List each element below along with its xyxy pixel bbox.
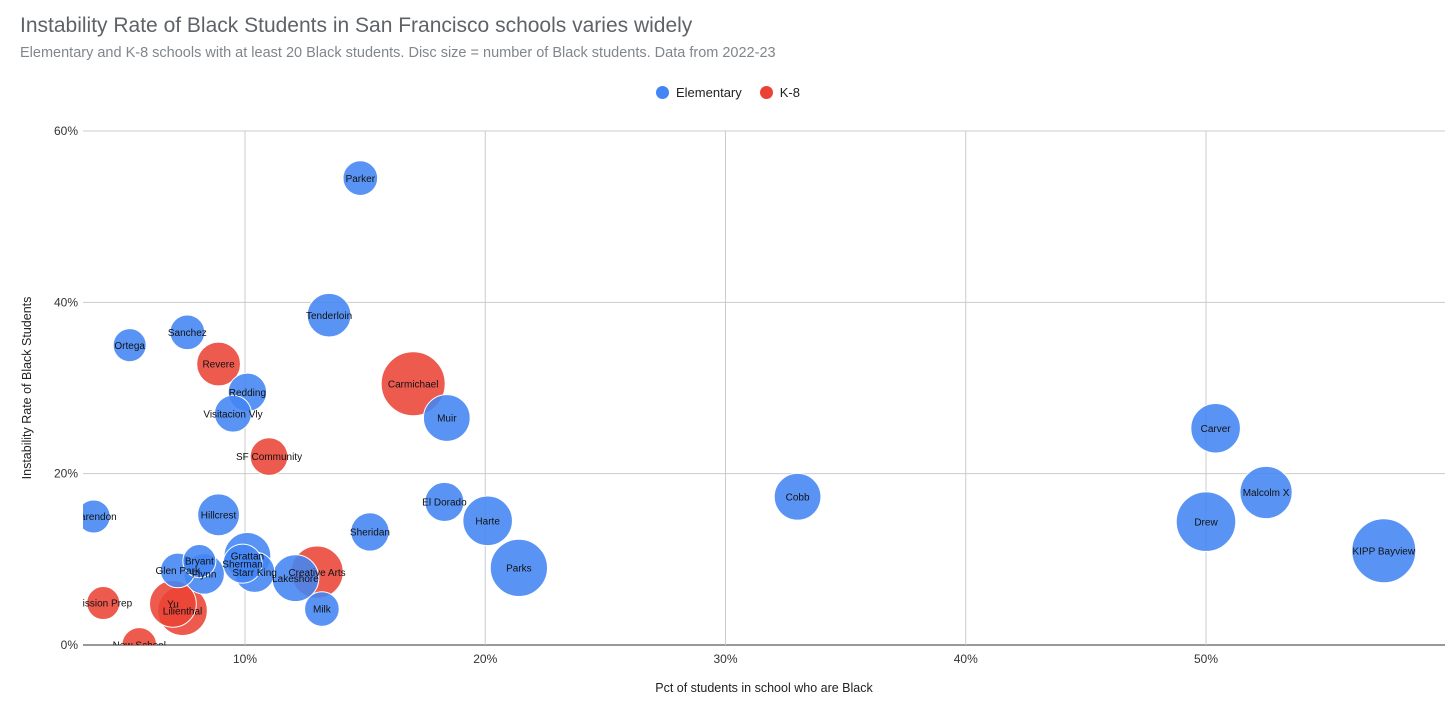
bubble-labels: KIPP Bayview Carmichael Drew Parks Malcolm X… [71, 174, 1416, 652]
bubble-carmichael[interactable] [380, 351, 446, 417]
bubble-label-kipp-bayview: KIPP Bayview [1352, 546, 1415, 557]
bubble-drew[interactable] [1175, 491, 1237, 552]
bubble-label-cobb: Cobb [786, 492, 810, 503]
legend-label-k8: K-8 [779, 85, 800, 100]
bubble-carver[interactable] [1190, 402, 1241, 454]
bubble-kipp-bayview[interactable] [1351, 518, 1417, 584]
bubble-label-ortega: Ortega [114, 341, 145, 352]
bubble-label-lakeshore: Lakeshore [272, 574, 319, 585]
bubble-label-flynn: Flynn [192, 570, 216, 581]
bubble-sanchez[interactable] [169, 314, 206, 351]
bubble-sheridan[interactable] [350, 512, 390, 552]
bubble-hillcrest[interactable] [197, 493, 240, 537]
bubble-label-sherman: Sherman [222, 559, 263, 570]
bubble-muir[interactable] [422, 394, 471, 442]
bubble-label-parks: Parks [506, 564, 532, 575]
bubble-label-starr-king: Starr King [232, 568, 276, 579]
bubble-label-new-school: New School [113, 641, 166, 652]
bubble-label-parker: Parker [346, 174, 376, 185]
bubble-label-carmichael: Carmichael [388, 379, 439, 390]
bubble-label-visitacion-vly: Visitacion Vly [203, 409, 262, 420]
bubble-label-creative-arts: Creative Arts [288, 568, 345, 579]
bubble-cobb[interactable] [773, 472, 822, 521]
bubble-label-harte: Harte [475, 516, 500, 527]
bubble-label-redding: Redding [229, 388, 266, 399]
bubble-tenderloin[interactable] [306, 292, 352, 338]
x-tick-label: 40% [954, 652, 978, 666]
bubble-label-malcolm-x: Malcolm X [1243, 488, 1290, 499]
bubble-label-hillcrest: Hillcrest [201, 510, 237, 521]
x-tick-label: 10% [233, 652, 257, 666]
chart-title: Instability Rate of Black Students in Sa… [20, 14, 693, 37]
bubble-label-tenderloin: Tenderloin [306, 311, 352, 322]
y-tick-label: 40% [54, 295, 78, 309]
chart-legend: Elementary K-8 [0, 85, 1456, 100]
bubble-label-bryant: Bryant [185, 557, 214, 568]
legend-item-k8[interactable]: K-8 [759, 85, 800, 100]
y-tick-label: 60% [54, 124, 78, 138]
bubble-milk[interactable] [304, 591, 340, 627]
bubble-label-sf-community: SF Community [236, 452, 302, 463]
legend-swatch-elementary [656, 86, 669, 99]
bubble-parks[interactable] [489, 538, 549, 598]
bubble-label-yu: Yu [167, 600, 179, 611]
bubble-label-drew: Drew [1194, 517, 1218, 528]
bubble-label-sanchez: Sanchez [168, 328, 207, 339]
bubble-new-school[interactable] [121, 627, 158, 663]
bubble-parker[interactable] [342, 160, 379, 196]
bubble-revere[interactable] [196, 341, 241, 387]
x-tick-label: 30% [713, 652, 737, 666]
y-tick-label: 20% [54, 467, 78, 481]
bubble-sherman[interactable] [222, 543, 263, 584]
gridlines [83, 130, 1445, 646]
axis-ticks: 0% 20% 40% 60% 10% 20% 30% 40% 50% [54, 124, 1218, 666]
bubble-label-milk: Milk [313, 605, 332, 616]
bubble-visitacion-vly[interactable] [214, 394, 252, 433]
bubble-label-sheridan: Sheridan [350, 528, 390, 539]
y-axis-title: Instability Rate of Black Students [20, 297, 34, 480]
bubble-label-carver: Carver [1201, 424, 1232, 435]
bubble-sf-community[interactable] [249, 437, 289, 476]
bubble-ortega[interactable] [112, 328, 147, 363]
bubble-bryant[interactable] [182, 544, 217, 579]
bubbles [77, 160, 1417, 663]
bubble-clarendon[interactable] [77, 499, 111, 534]
bubble-mission-prep[interactable] [86, 585, 121, 621]
bubble-el-dorado[interactable] [424, 481, 465, 522]
y-tick-label: 0% [61, 638, 79, 652]
bubble-label-el-dorado: El Dorado [422, 498, 467, 509]
bubble-label-revere: Revere [202, 360, 235, 371]
bubble-label-lilienthal: Lilienthal [163, 606, 202, 617]
bubble-label-grattan: Grattan [231, 552, 264, 563]
legend-item-elementary[interactable]: Elementary [656, 85, 742, 100]
bubble-harte[interactable] [462, 495, 513, 547]
bubble-malcolm-x[interactable] [1239, 465, 1293, 520]
x-tick-label: 20% [473, 652, 497, 666]
legend-swatch-k8 [759, 86, 773, 99]
bubble-label-muir: Muir [437, 414, 457, 425]
chart-subtitle: Elementary and K-8 schools with at least… [20, 45, 776, 61]
legend-label-elementary: Elementary [676, 85, 742, 100]
x-axis-title: Pct of students in school who are Black [655, 681, 873, 695]
x-tick-label: 50% [1194, 652, 1218, 666]
bubble-label-clarendon: Clarendon [71, 512, 117, 523]
bubble-label-mission-prep: Mission Prep [74, 599, 132, 610]
bubble-label-glen-park: Glen Park [155, 566, 200, 577]
